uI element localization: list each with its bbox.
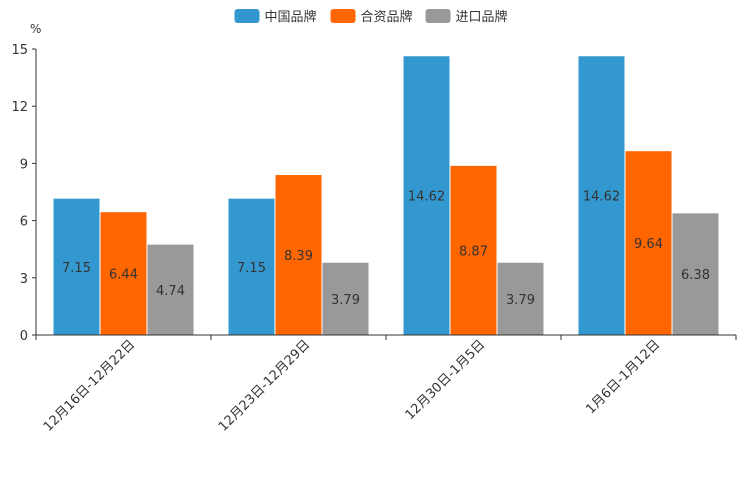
x-category-label: 12月16日-12月22日 <box>41 337 138 434</box>
bar <box>450 165 497 335</box>
x-category-label: 1月6日-1月12日 <box>583 337 663 417</box>
x-axis: 12月16日-12月22日 12月23日-12月29日 12月30日-1月5日 1月6… <box>35 334 737 435</box>
bar <box>147 244 194 335</box>
bar-value-label: 3.79 <box>506 293 535 308</box>
bar-value-label: 7.15 <box>237 261 266 276</box>
bar-value-label: 7.15 <box>62 261 91 276</box>
bar <box>228 198 275 335</box>
legend-label: 进口品牌 <box>456 9 508 25</box>
bar <box>497 262 544 335</box>
legend-item: 中国品牌 <box>234 9 317 25</box>
bar-value-label: 4.74 <box>156 284 185 299</box>
y-tick-label: 9 <box>20 157 28 172</box>
bar-value-label: 6.44 <box>109 268 138 283</box>
legend: 中国品牌 合资品牌 进口品牌 <box>234 9 508 25</box>
x-category-label: 12月23日-12月29日 <box>216 337 313 434</box>
y-tick-label: 0 <box>20 329 28 344</box>
legend-item: 合资品牌 <box>330 9 413 25</box>
bars: 7.15 6.44 4.74 7.15 8.39 3.79 14.62 8.87 3.79 14.… <box>53 56 719 336</box>
legend-item: 进口品牌 <box>425 9 508 25</box>
bar <box>322 262 369 335</box>
bar-value-label: 14.62 <box>583 190 620 205</box>
y-axis: 0 3 6 9 12 15 <box>11 43 37 344</box>
bar <box>578 56 625 336</box>
bar-value-label: 8.87 <box>459 244 488 259</box>
bar-value-label: 8.39 <box>284 249 313 264</box>
legend-label: 合资品牌 <box>361 9 413 25</box>
bar <box>672 213 719 335</box>
legend-label: 中国品牌 <box>265 9 317 25</box>
y-tick-label: 12 <box>11 100 28 115</box>
y-axis-unit-label: % <box>30 22 41 36</box>
bar <box>53 198 100 335</box>
bar <box>625 151 672 335</box>
y-tick-label: 6 <box>20 215 28 230</box>
bar <box>403 56 450 336</box>
bar-value-label: 9.64 <box>634 237 663 252</box>
legend-swatch <box>234 9 260 23</box>
bar <box>275 175 322 335</box>
legend-swatch <box>425 9 451 23</box>
y-tick-label: 3 <box>20 272 28 287</box>
bar-value-label: 14.62 <box>408 190 445 205</box>
bar-value-label: 6.38 <box>681 268 710 283</box>
y-tick-label: 15 <box>11 43 28 58</box>
x-category-label: 12月30日-1月5日 <box>403 337 489 423</box>
legend-swatch <box>330 9 356 23</box>
bar <box>100 212 147 335</box>
bar-value-label: 3.79 <box>331 293 360 308</box>
